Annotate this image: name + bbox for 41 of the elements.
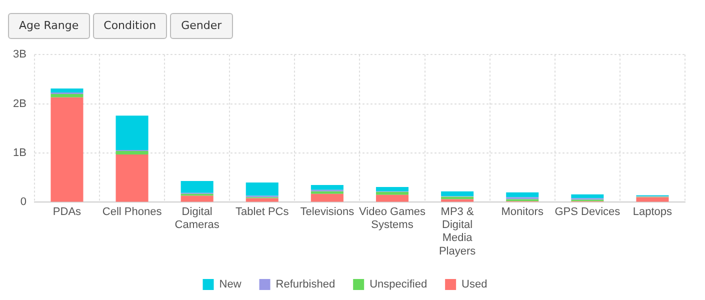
y-tick-label: 0: [20, 196, 26, 208]
x-tick-label: GPS Devices: [554, 206, 621, 218]
bar: [310, 191, 344, 194]
bar: [116, 151, 148, 154]
bar: [246, 182, 278, 196]
bar: [50, 97, 84, 202]
bar: [506, 192, 539, 198]
text: Gender: [170, 13, 233, 39]
bar: [376, 192, 409, 195]
y-tick-label: 3B: [12, 48, 26, 61]
legend-label: Used: [462, 278, 488, 291]
bar: [180, 196, 214, 202]
bar: [376, 186, 409, 192]
bar: [50, 94, 84, 98]
bar: [116, 154, 148, 202]
x-tick-label: MP3 & Digital Media Players: [438, 206, 476, 258]
x-tick-label: Cell Phones: [102, 206, 162, 218]
bar: [116, 116, 148, 150]
x-tick-label: Tablet PCs: [236, 206, 290, 218]
x-tick-label: Monitors: [501, 206, 544, 218]
bar: [376, 194, 409, 202]
legend-label: Unspecified: [370, 278, 428, 291]
x-tick-label: Laptops: [632, 206, 673, 218]
x-tick-label: Digital Cameras: [174, 206, 220, 232]
bar: [310, 194, 344, 202]
bar: [310, 184, 344, 190]
bar: [571, 194, 604, 198]
y-tick-label: 2B: [12, 98, 26, 110]
y-tick-label: 1B: [12, 147, 26, 160]
text: Condition: [92, 13, 168, 39]
x-tick-label: Video Games Systems: [359, 206, 426, 232]
x-tick-label: Televisions: [300, 206, 355, 218]
bar: [636, 197, 669, 202]
text: Age Range: [8, 13, 90, 39]
bar: [180, 181, 214, 193]
legend-label: New: [219, 278, 242, 291]
bar: [441, 199, 474, 202]
legend-label: Refurbished: [276, 278, 336, 291]
x-tick-label: PDAs: [52, 206, 82, 218]
bar: [441, 191, 474, 196]
bar: [50, 88, 84, 92]
